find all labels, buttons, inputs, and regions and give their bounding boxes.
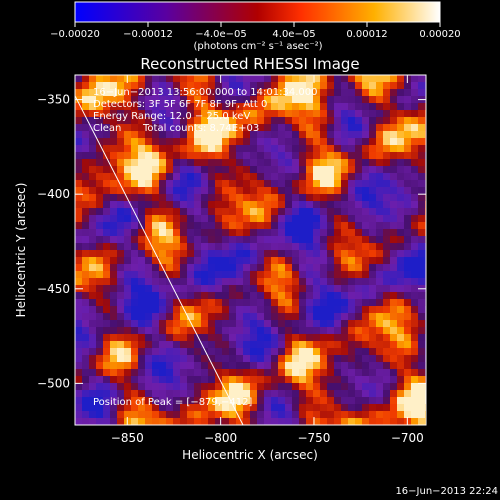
colorbar-tick-label: −0.00012 [123,29,173,40]
solar-limb-line [75,95,244,425]
y-axis-label: Heliocentric Y (arcsec) [14,183,28,318]
colorbar-ticks: −0.00020 −0.00012 −4.0e−05 4.0e−05 0.00012 0.… [50,22,461,40]
colorbar-tick-label: 0.00012 [346,29,387,40]
y-tick-label: −350 [37,93,70,107]
x-tick-label: −850 [111,431,144,445]
heatmap-image [75,75,426,425]
annotation-detectors: Detectors: 3F 5F 6F 7F 8F 9F, Att 0 [93,99,267,110]
y-tick-label: −500 [37,376,70,390]
plot-timestamp: 16−Jun−2013 22:24 [395,486,498,497]
annotation-algorithm: Clean [93,123,121,134]
colorbar-tick-label: −0.00020 [50,29,100,40]
x-axis-label: Heliocentric X (arcsec) [182,448,318,462]
annotation-energy-range: Energy Range: 12.0 − 25.0 keV [93,111,250,122]
plot-frame [74,74,427,426]
colorbar-tick-label: 4.0e−05 [272,29,315,40]
y-tick-label: −400 [37,187,70,201]
colorbar-unit-label: (photons cm⁻² s⁻¹ asec⁻²) [193,41,322,52]
plot-area [75,75,426,425]
chart-title: Reconstructed RHESSI Image [140,55,359,73]
annotation-time-range: 16−Jun−2013 13:56:00.000 to 14:01:34.000 [93,87,318,98]
annotation-peak-position: Position of Peak = [−879,−412] [93,397,252,408]
colorbar [74,1,441,23]
annotation-total-counts: Total counts: 8.74E+03 [142,123,259,134]
x-tick-label: −800 [204,431,237,445]
x-tick-label: −750 [297,431,330,445]
axis-ticks: −850 −800 −750 −700 −350 −400 −450 −500 [37,75,426,445]
colorbar-tick-label: −4.0e−05 [195,29,247,40]
x-tick-label: −700 [391,431,424,445]
y-tick-label: −450 [37,282,70,296]
colorbar-tick-label: 0.00020 [419,29,460,40]
